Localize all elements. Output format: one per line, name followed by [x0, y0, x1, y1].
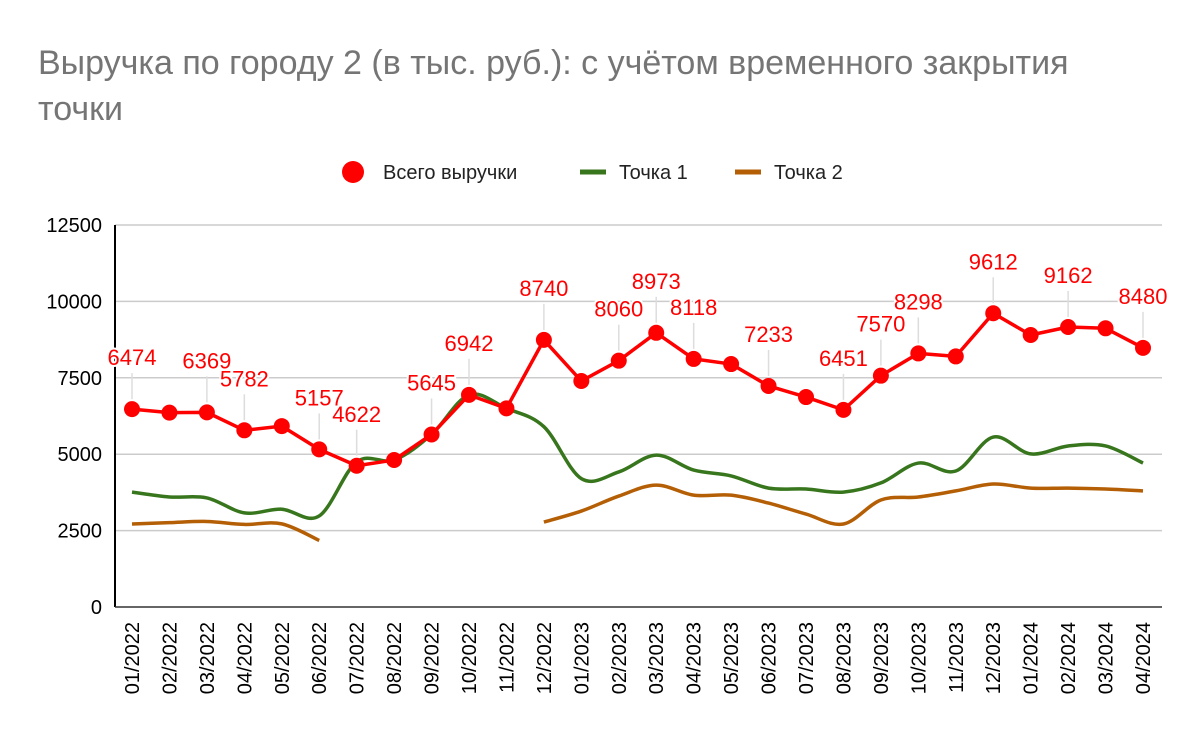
data-point [1097, 320, 1114, 337]
data-point [498, 400, 515, 417]
series-line-Точка 1 [131, 392, 1144, 521]
x-tick-label: 01/2022 [122, 622, 144, 694]
data-label: 9162 [1044, 263, 1093, 288]
data-label: 5645 [407, 370, 456, 395]
data-point [798, 389, 814, 406]
y-tick-label: 7500 [58, 368, 103, 390]
data-point [760, 377, 777, 394]
data-point [835, 401, 852, 418]
data-label: 8298 [894, 289, 943, 314]
x-tick-label: 09/2022 [422, 622, 444, 694]
x-tick-label: 05/2022 [272, 622, 294, 694]
data-point [348, 457, 365, 474]
data-point [273, 418, 290, 435]
x-tick-label: 02/2022 [159, 622, 181, 694]
x-tick-label: 08/2023 [833, 622, 855, 694]
data-point [423, 426, 440, 443]
series-line-Всего выручки [131, 311, 1144, 468]
x-tick-label: 10/2022 [459, 622, 481, 694]
data-label: 6369 [182, 348, 231, 373]
x-tick-label: 01/2024 [1021, 622, 1043, 694]
data-point [535, 331, 552, 348]
data-point [985, 305, 1002, 322]
x-tick-label: 03/2024 [1096, 622, 1118, 694]
x-tick-label: 01/2023 [571, 622, 593, 694]
data-point [947, 348, 964, 365]
data-label: 6942 [445, 331, 494, 356]
data-label: 8118 [670, 295, 717, 320]
x-tick-label: 03/2022 [197, 622, 219, 694]
x-tick-label: 02/2023 [609, 622, 631, 694]
data-label: 9612 [969, 249, 1018, 274]
x-tick-label: 12/2023 [983, 622, 1005, 694]
data-label: 5782 [220, 366, 269, 391]
data-point [610, 352, 627, 369]
data-label: 8060 [594, 297, 643, 322]
x-tick-label: 04/2023 [684, 622, 706, 694]
x-tick-label: 06/2023 [759, 622, 781, 694]
x-tick-label: 07/2023 [796, 622, 818, 694]
y-tick-label: 12500 [46, 215, 102, 237]
y-tick-label: 10000 [46, 291, 102, 313]
data-label: 4622 [332, 402, 381, 427]
data-label: 6474 [108, 345, 157, 370]
x-tick-label: 06/2022 [309, 622, 331, 694]
y-tick-label: 0 [91, 597, 102, 619]
data-label: 7233 [744, 322, 793, 347]
data-point [1135, 339, 1151, 356]
x-tick-label: 08/2022 [384, 622, 406, 694]
chart-title: Выручка по городу 2 (в тыс. руб.): с учё… [38, 44, 1069, 128]
data-point [872, 367, 889, 384]
x-tick-label: 11/2023 [946, 622, 968, 693]
data-label: 8973 [632, 269, 681, 294]
legend-label: Точка 1 [619, 162, 688, 184]
legend-label: Точка 2 [774, 162, 843, 184]
x-tick-label: 05/2023 [721, 622, 743, 694]
data-point [1022, 327, 1039, 344]
x-tick-label: 07/2022 [347, 622, 369, 694]
data-label: 7570 [856, 312, 905, 337]
x-tick-label: 12/2022 [534, 622, 556, 694]
x-tick-label: 10/2023 [908, 622, 930, 694]
data-point [124, 401, 140, 418]
x-tick-label: 02/2024 [1058, 622, 1080, 694]
y-tick-label: 2500 [58, 521, 103, 543]
series-line-Точка 2 [543, 482, 1144, 527]
data-point [723, 356, 740, 373]
x-tick-label: 11/2022 [496, 622, 518, 693]
data-point [386, 452, 403, 469]
series-line-Точка 2 [131, 519, 320, 543]
data-point [311, 441, 328, 458]
data-point [910, 345, 927, 362]
data-label: 8480 [1119, 284, 1168, 309]
data-label: 6451 [819, 346, 868, 371]
x-tick-label: 04/2022 [234, 622, 256, 694]
data-point [573, 373, 590, 390]
data-point [1060, 319, 1077, 336]
data-label: 8740 [519, 276, 568, 301]
data-point [461, 386, 477, 403]
data-point [161, 404, 178, 421]
data-point [685, 350, 702, 367]
data-label: 5157 [295, 385, 344, 410]
x-tick-label: 04/2024 [1133, 622, 1155, 694]
data-point [236, 422, 253, 439]
data-point [198, 404, 215, 421]
x-tick-label: 09/2023 [871, 622, 893, 694]
y-tick-label: 5000 [58, 444, 103, 466]
data-point [648, 324, 665, 341]
x-tick-label: 03/2023 [646, 622, 668, 694]
legend-label: Всего выручки [383, 162, 517, 184]
legend-marker [342, 161, 364, 183]
